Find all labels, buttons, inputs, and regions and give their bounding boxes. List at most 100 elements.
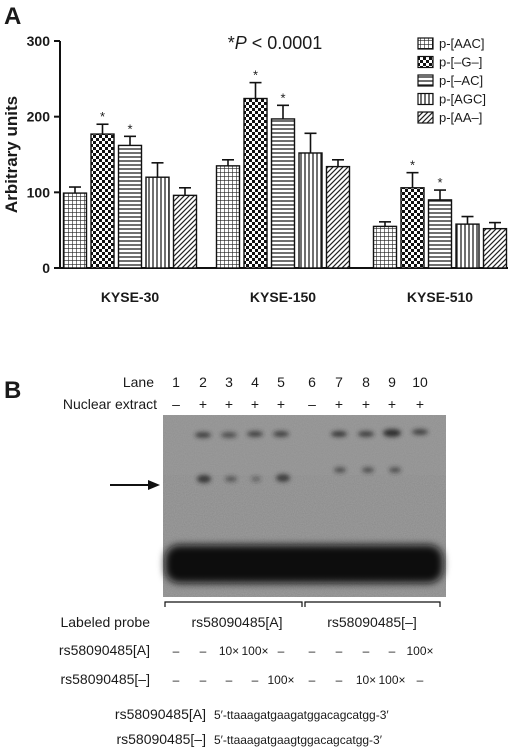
competitor-a-label: rs58090485[A] xyxy=(59,642,150,658)
bar xyxy=(372,225,398,269)
nuclear-extract-sign: + xyxy=(388,396,396,412)
bar xyxy=(117,144,143,269)
bar xyxy=(455,223,480,269)
competitor-a-value: – xyxy=(200,644,207,658)
nuclear-extract-sign: + xyxy=(277,396,285,412)
probe-group-a: rs58090485[A] xyxy=(191,614,282,630)
competitor-del-value: 100× xyxy=(267,673,294,687)
competitor-del-value: 100× xyxy=(378,673,405,687)
sequence-del-label: rs58090485[–] xyxy=(116,731,206,747)
competitor-del-values: – – – –100× – –10× 100× – xyxy=(173,673,424,687)
competitor-a-value: – xyxy=(309,644,316,658)
nuclear-extract-sign: + xyxy=(199,396,207,412)
bar xyxy=(90,133,115,269)
category-label: KYSE-150 xyxy=(250,289,316,305)
competitor-del-value: – xyxy=(309,673,316,687)
competitor-a-value: – xyxy=(278,644,285,658)
legend-label: p-[–AC] xyxy=(439,73,483,88)
lane-number: 2 xyxy=(199,374,207,390)
lane-number: 3 xyxy=(225,374,233,390)
nuclear-extract-sign: + xyxy=(335,396,343,412)
legend-label: p-[–G–] xyxy=(439,55,482,70)
competitor-a-values: – –10× 100× – – – – –100× xyxy=(173,644,434,658)
probe-bracket-a xyxy=(164,601,303,607)
bar xyxy=(482,227,508,269)
bar-chart: 0 100 200 300 Arbitrary units * * KYSE-30 * * KYSE… xyxy=(2,33,508,305)
significance-asterisk: * xyxy=(410,158,415,173)
bar xyxy=(427,199,453,269)
lane-numbers: 1 2 3 4 5 6 7 8 9 10 xyxy=(172,374,428,390)
lane-number: 6 xyxy=(308,374,316,390)
labeled-probe-label: Labeled probe xyxy=(60,614,150,630)
bar xyxy=(62,192,88,269)
nuclear-extract-label: Nuclear extract xyxy=(63,396,157,412)
nuclear-extract-sign: – xyxy=(308,396,316,412)
competitor-a-value: – xyxy=(363,644,370,658)
legend-swatch xyxy=(417,55,434,69)
legend-label: p-[AA–] xyxy=(439,110,482,125)
nuclear-extract-sign: + xyxy=(416,396,424,412)
lane-number: 5 xyxy=(277,374,285,390)
legend-swatch xyxy=(417,92,434,106)
lane-header-label: Lane xyxy=(123,374,154,390)
bar xyxy=(172,194,198,269)
panel-b-letter: B xyxy=(4,377,21,404)
nuclear-extract-sign: – xyxy=(172,396,180,412)
competitor-a-value: – xyxy=(173,644,180,658)
category-label: KYSE-30 xyxy=(101,289,160,305)
legend-label: p-[AGC] xyxy=(439,92,486,107)
significance-asterisk: * xyxy=(100,109,105,124)
emsa-gel-image xyxy=(163,415,446,597)
legend-swatch xyxy=(417,37,434,50)
significance-asterisk: * xyxy=(437,175,442,190)
bar xyxy=(298,152,323,269)
y-tick-label: 200 xyxy=(27,109,51,125)
competitor-del-value: 10× xyxy=(356,673,376,687)
lane-number: 4 xyxy=(251,374,259,390)
lane-number: 1 xyxy=(172,374,180,390)
y-tick-label: 300 xyxy=(27,33,51,49)
competitor-a-value: 100× xyxy=(241,644,268,658)
bar xyxy=(325,165,351,269)
competitor-a-value: 100× xyxy=(406,644,433,658)
bar xyxy=(270,118,296,269)
p-value-annotation: *P < 0.0001 xyxy=(228,33,323,53)
significance-asterisk: * xyxy=(127,121,132,136)
bar xyxy=(145,176,170,269)
bar xyxy=(243,97,268,269)
competitor-del-value: – xyxy=(252,673,259,687)
legend-swatch xyxy=(417,111,434,124)
sequence-a-label: rs58090485[A] xyxy=(115,706,206,722)
competitor-del-value: – xyxy=(226,673,233,687)
competitor-del-value: – xyxy=(173,673,180,687)
competitor-del-value: – xyxy=(336,673,343,687)
competitor-del-value: – xyxy=(200,673,207,687)
lane-number: 9 xyxy=(388,374,396,390)
category-label: KYSE-510 xyxy=(407,289,473,305)
sequence-del: 5′-ttaaagatgaagtggacagcatgg-3′ xyxy=(214,733,383,747)
nuclear-extract-sign: + xyxy=(251,396,259,412)
competitor-del-label: rs58090485[–] xyxy=(60,671,150,687)
probe-group-del: rs58090485[–] xyxy=(327,614,417,630)
bar xyxy=(215,165,241,269)
significance-asterisk: * xyxy=(253,68,258,83)
y-tick-label: 100 xyxy=(27,184,51,200)
y-tick-label: 0 xyxy=(42,260,50,276)
competitor-a-value: – xyxy=(336,644,343,658)
sequence-a: 5′-ttaaagatgaagatggacagcatgg-3′ xyxy=(214,708,389,722)
lane-number: 7 xyxy=(335,374,343,390)
legend-swatch xyxy=(417,74,434,87)
lane-number: 10 xyxy=(412,374,428,390)
bar xyxy=(400,187,425,269)
nuclear-extract-signs: – + + + + – + + + + xyxy=(172,396,424,412)
competitor-del-value: – xyxy=(417,673,424,687)
significance-asterisk: * xyxy=(280,90,285,105)
panel-a-letter: A xyxy=(4,3,21,30)
legend-label: p-[AAC] xyxy=(439,36,485,51)
nuclear-extract-sign: + xyxy=(362,396,370,412)
competitor-a-value: 10× xyxy=(219,644,239,658)
y-axis-label: Arbitrary units xyxy=(2,96,21,213)
competitor-a-value: – xyxy=(389,644,396,658)
probe-bracket-del xyxy=(304,601,441,607)
